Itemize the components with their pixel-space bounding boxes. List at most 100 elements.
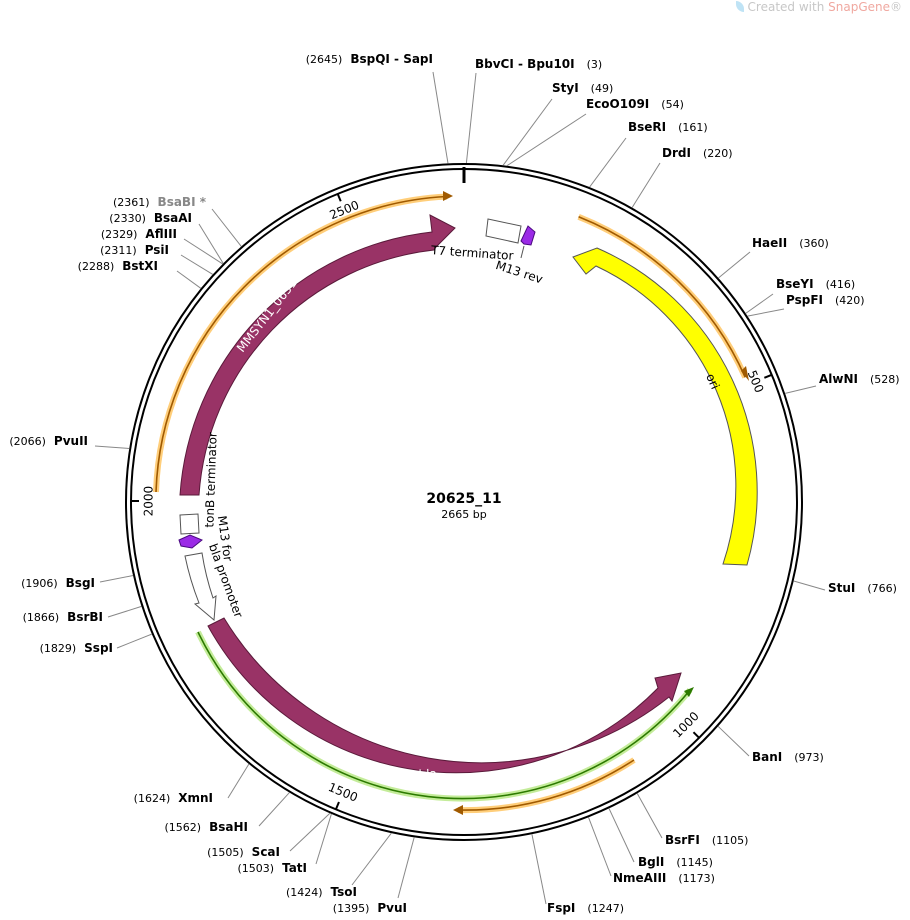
- restriction-sites[interactable]: (2645) BspQI - SapI BbvCI - Bpu10I (3) StyI (…: [9, 52, 899, 915]
- ori-arrow[interactable]: [572, 247, 758, 566]
- site-label-bani[interactable]: BanI (973): [752, 750, 824, 764]
- site-haeii[interactable]: HaeII (360): [718, 236, 829, 279]
- site-pvui[interactable]: (1395) PvuI: [333, 837, 415, 915]
- site-label-fspi[interactable]: FspI (1247): [547, 901, 624, 915]
- site-label-xmni[interactable]: (1624) XmnI: [134, 791, 213, 805]
- site-label-bstxi[interactable]: (2288) BstXI: [78, 259, 158, 273]
- site-bseyi[interactable]: BseYI (416): [745, 277, 855, 314]
- site-label-bsrbi[interactable]: (1866) BsrBI: [23, 610, 103, 624]
- site-label-alwni[interactable]: AlwNI (528): [819, 372, 900, 386]
- site-label-bspqi-sapi[interactable]: (2645) BspQI - SapI: [306, 52, 433, 66]
- site-label-bbvci-bpu10i[interactable]: BbvCI - Bpu10I (3): [475, 57, 602, 71]
- site-nmeaiii[interactable]: NmeAIII (1173): [588, 817, 715, 885]
- site-bbvci-bpu10i[interactable]: BbvCI - Bpu10I (3): [465, 57, 602, 164]
- site-fspi[interactable]: FspI (1247): [531, 834, 624, 915]
- site-name-bsgi: BsgI: [66, 576, 95, 590]
- site-leader-bseyi: [745, 293, 774, 314]
- site-label-afliii[interactable]: (2329) AflIII: [101, 227, 177, 241]
- site-tati[interactable]: (1503) TatI: [237, 813, 332, 875]
- site-bsahi[interactable]: (1562) BsaHI: [165, 792, 290, 834]
- ruler-label-2000: 2000: [141, 486, 155, 517]
- feature-bla[interactable]: bla: [207, 617, 682, 781]
- site-name-pspfi: PspFI: [786, 293, 823, 307]
- site-leader-pspfi: [747, 308, 785, 317]
- feature-bla-promoter[interactable]: bla promoter: [184, 542, 246, 622]
- site-sspi[interactable]: (1829) SspI: [40, 633, 152, 655]
- site-label-psii[interactable]: (2311) PsiI: [100, 243, 169, 257]
- site-label-nmeaiii[interactable]: NmeAIII (1173): [613, 871, 715, 885]
- site-label-bseyi[interactable]: BseYI (416): [776, 277, 855, 291]
- site-bani[interactable]: BanI (973): [717, 725, 824, 764]
- site-styi[interactable]: StyI (49): [502, 81, 613, 166]
- site-name-fspi: FspI: [547, 901, 575, 915]
- site-pos-bsgi: (1906): [21, 577, 58, 590]
- site-name-nmeaiii: NmeAIII: [613, 871, 666, 885]
- feature-tonb-terminator[interactable]: tonB terminator: [179, 432, 220, 535]
- site-ecoo109i[interactable]: EcoO109I (54): [506, 97, 684, 167]
- site-bspqi-sapi[interactable]: (2645) BspQI - SapI: [306, 52, 449, 164]
- bla-arrow[interactable]: [207, 617, 682, 774]
- site-label-haeii[interactable]: HaeII (360): [752, 236, 829, 250]
- site-name-stui: StuI: [828, 581, 855, 595]
- site-name-scai: ScaI: [252, 845, 280, 859]
- site-label-pvuii[interactable]: (2066) PvuII: [9, 434, 88, 448]
- site-bsaai[interactable]: (2330) BsaAI: [109, 211, 224, 264]
- site-bsrbi[interactable]: (1866) BsrBI: [23, 605, 142, 624]
- site-name-pvuii: PvuII: [54, 434, 88, 448]
- site-name-bspqi-sapi: BspQI - SapI: [350, 52, 433, 66]
- site-label-bseri[interactable]: BseRI (161): [628, 120, 708, 134]
- site-leader-afliii: [183, 238, 223, 265]
- site-leader-bstxi: [176, 270, 202, 289]
- tonb-terminator-box[interactable]: [179, 513, 200, 535]
- feature-m13-for[interactable]: M13 for: [178, 515, 235, 563]
- site-scai[interactable]: (1505) ScaI: [207, 812, 331, 859]
- site-label-bgli[interactable]: BglI (1145): [638, 855, 713, 869]
- m13-rev-arrow[interactable]: [520, 225, 536, 246]
- feature-t7-terminator[interactable]: T7 terminator: [430, 218, 522, 263]
- site-label-bsaai[interactable]: (2330) BsaAI: [109, 211, 192, 225]
- site-label-bsgi[interactable]: (1906) BsgI: [21, 576, 95, 590]
- site-leader-bseri: [589, 137, 627, 188]
- site-bsrfi[interactable]: BsrFI (1105): [636, 793, 748, 847]
- site-bgli[interactable]: BglI (1145): [608, 808, 713, 869]
- site-afliii[interactable]: (2329) AflIII: [101, 227, 223, 265]
- site-label-bsahi[interactable]: (1562) BsaHI: [165, 820, 248, 834]
- site-xmni[interactable]: (1624) XmnI: [134, 763, 250, 805]
- feature-mmsyn1-0651[interactable]: MMSYN1_0651: [179, 214, 456, 496]
- t7-terminator-box[interactable]: [485, 218, 522, 244]
- site-label-pvui[interactable]: (1395) PvuI: [333, 901, 407, 915]
- site-name-ecoo109i: EcoO109I: [586, 97, 649, 111]
- site-bsabi[interactable]: (2361) BsaBI *: [113, 195, 242, 247]
- site-alwni[interactable]: AlwNI (528): [785, 372, 900, 394]
- site-drdi[interactable]: DrdI (220): [631, 146, 733, 208]
- site-bsgi[interactable]: (1906) BsgI: [21, 575, 134, 591]
- site-label-sspi[interactable]: (1829) SspI: [40, 641, 113, 655]
- site-pspfi[interactable]: PspFI (420): [747, 293, 865, 317]
- site-label-tsoi[interactable]: (1424) TsoI: [286, 885, 357, 899]
- site-pos-bseyi: (416): [826, 278, 856, 291]
- site-label-tati[interactable]: (1503) TatI: [237, 861, 307, 875]
- site-label-stui[interactable]: StuI (766): [828, 581, 897, 595]
- site-label-bsrfi[interactable]: BsrFI (1105): [665, 833, 748, 847]
- site-stui[interactable]: StuI (766): [793, 580, 897, 595]
- site-bstxi[interactable]: (2288) BstXI: [78, 259, 202, 289]
- feature-ori[interactable]: ori: [572, 247, 758, 566]
- site-psii[interactable]: (2311) PsiI: [100, 243, 214, 275]
- mmsyn1-0651-arrow[interactable]: [179, 214, 456, 496]
- site-tsoi[interactable]: (1424) TsoI: [286, 832, 392, 899]
- site-label-ecoo109i[interactable]: EcoO109I (54): [586, 97, 684, 111]
- site-bseri[interactable]: BseRI (161): [589, 120, 708, 188]
- site-pos-bsabi: (2361): [113, 196, 150, 209]
- site-label-styi[interactable]: StyI (49): [552, 81, 613, 95]
- bla-promoter-arrow[interactable]: [184, 552, 217, 622]
- site-label-pspfi[interactable]: PspFI (420): [786, 293, 865, 307]
- site-label-scai[interactable]: (1505) ScaI: [207, 845, 280, 859]
- site-label-bsabi[interactable]: (2361) BsaBI *: [113, 195, 207, 209]
- site-leader-bsahi: [258, 792, 290, 827]
- site-pvuii[interactable]: (2066) PvuII: [9, 434, 130, 449]
- site-pos-pvuii: (2066): [9, 435, 46, 448]
- site-label-drdi[interactable]: DrdI (220): [662, 146, 733, 160]
- site-pos-pvui: (1395): [333, 902, 370, 915]
- m13-for-arrow[interactable]: [178, 534, 203, 549]
